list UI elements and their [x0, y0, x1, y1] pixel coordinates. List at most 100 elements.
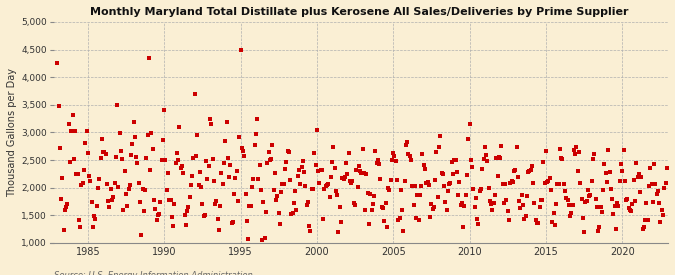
Point: [380, 200, 391, 205]
Point: [514, 199, 524, 204]
Point: [636, 174, 647, 179]
Point: [290, 189, 300, 194]
Point: [620, 178, 630, 183]
Point: [210, 202, 221, 206]
Point: [389, 154, 400, 159]
Point: [554, 147, 565, 151]
Point: [545, 188, 556, 192]
Point: [427, 207, 438, 211]
Point: [245, 203, 256, 208]
Point: [161, 188, 172, 192]
Point: [206, 122, 217, 127]
Point: [501, 197, 512, 202]
Point: [522, 169, 533, 174]
Point: [226, 221, 237, 225]
Point: [535, 198, 546, 202]
Point: [188, 156, 199, 160]
Point: [440, 200, 451, 204]
Point: [512, 175, 523, 179]
Point: [220, 139, 231, 144]
Point: [142, 133, 153, 137]
Point: [183, 205, 194, 210]
Point: [469, 205, 480, 209]
Point: [243, 237, 254, 241]
Point: [229, 192, 240, 196]
Point: [435, 134, 446, 139]
Point: [433, 145, 444, 149]
Point: [495, 156, 506, 161]
Point: [177, 164, 188, 169]
Point: [310, 163, 321, 168]
Point: [144, 56, 155, 60]
Point: [313, 169, 323, 174]
Point: [506, 179, 517, 184]
Point: [333, 230, 344, 234]
Point: [302, 200, 313, 204]
Title: Monthly Maryland Total Distillate plus Kerosene All Sales/Deliveries by Prime Su: Monthly Maryland Total Distillate plus K…: [90, 7, 628, 17]
Point: [242, 219, 252, 223]
Point: [337, 176, 348, 180]
Point: [654, 200, 665, 205]
Point: [449, 158, 460, 162]
Point: [126, 152, 136, 157]
Point: [634, 190, 645, 194]
Point: [179, 212, 190, 217]
Point: [375, 177, 386, 182]
Point: [417, 152, 428, 156]
Point: [285, 178, 296, 182]
Point: [328, 145, 339, 149]
Point: [487, 207, 498, 212]
Point: [203, 164, 214, 169]
Point: [645, 166, 655, 170]
Point: [318, 217, 329, 222]
Point: [272, 194, 283, 199]
Point: [408, 203, 419, 207]
Point: [365, 192, 376, 196]
Point: [613, 204, 624, 208]
Point: [443, 182, 454, 186]
Point: [556, 156, 566, 160]
Point: [97, 137, 107, 141]
Point: [104, 205, 115, 209]
Point: [321, 183, 331, 188]
Point: [211, 199, 221, 203]
Point: [133, 181, 144, 186]
Point: [643, 184, 654, 188]
Point: [650, 182, 661, 186]
Point: [589, 152, 599, 157]
Point: [459, 204, 470, 209]
Point: [100, 151, 111, 156]
Point: [176, 166, 186, 170]
Point: [551, 202, 562, 206]
Point: [370, 149, 381, 153]
Point: [445, 180, 456, 185]
Point: [78, 181, 88, 185]
Point: [623, 206, 634, 211]
Point: [244, 204, 255, 208]
Point: [614, 178, 625, 183]
Point: [412, 192, 423, 197]
Point: [150, 207, 161, 211]
Point: [273, 211, 284, 216]
Point: [76, 183, 87, 187]
Point: [269, 170, 280, 175]
Point: [121, 192, 132, 196]
Point: [75, 225, 86, 229]
Point: [56, 197, 67, 202]
Point: [466, 158, 477, 162]
Point: [157, 138, 168, 142]
Point: [131, 155, 142, 159]
Point: [294, 167, 304, 172]
Point: [70, 128, 80, 133]
Point: [186, 183, 196, 187]
Point: [500, 182, 510, 186]
Point: [124, 183, 135, 187]
Point: [68, 156, 79, 161]
Point: [350, 203, 360, 208]
Point: [164, 198, 175, 202]
Point: [187, 174, 198, 178]
Point: [261, 210, 271, 214]
Point: [58, 228, 69, 232]
Point: [548, 211, 559, 215]
Point: [282, 148, 293, 153]
